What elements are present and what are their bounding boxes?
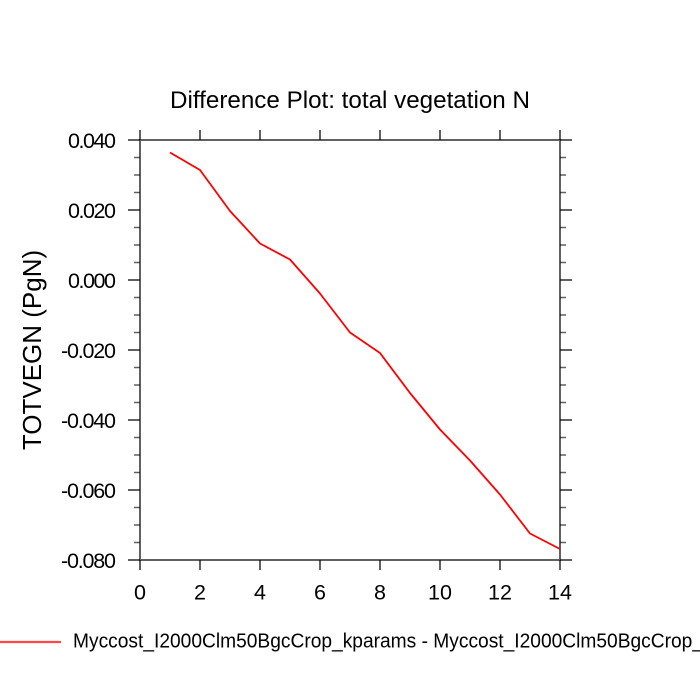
svg-text:-0.020: -0.020 <box>61 339 116 363</box>
svg-text:14: 14 <box>548 580 572 604</box>
svg-text:4: 4 <box>254 580 266 604</box>
svg-text:0.040: 0.040 <box>68 129 116 153</box>
svg-text:0: 0 <box>134 580 146 604</box>
svg-text:10: 10 <box>428 580 452 604</box>
svg-text:Myccost_I2000Clm50BgcCrop_kpar: Myccost_I2000Clm50BgcCrop_kparams - Mycc… <box>73 631 700 653</box>
svg-text:12: 12 <box>488 580 512 604</box>
svg-text:0.020: 0.020 <box>68 199 116 223</box>
svg-text:-0.040: -0.040 <box>61 409 116 433</box>
svg-text:Difference Plot: total vegetat: Difference Plot: total vegetation N <box>170 87 530 114</box>
svg-text:-0.060: -0.060 <box>61 479 116 503</box>
svg-text:0.000: 0.000 <box>68 269 116 293</box>
svg-text:8: 8 <box>374 580 386 604</box>
svg-text:-0.080: -0.080 <box>61 549 116 573</box>
svg-text:6: 6 <box>314 580 326 604</box>
svg-text:2: 2 <box>194 580 206 604</box>
svg-text:TOTVEGN (PgN): TOTVEGN (PgN) <box>17 250 47 450</box>
